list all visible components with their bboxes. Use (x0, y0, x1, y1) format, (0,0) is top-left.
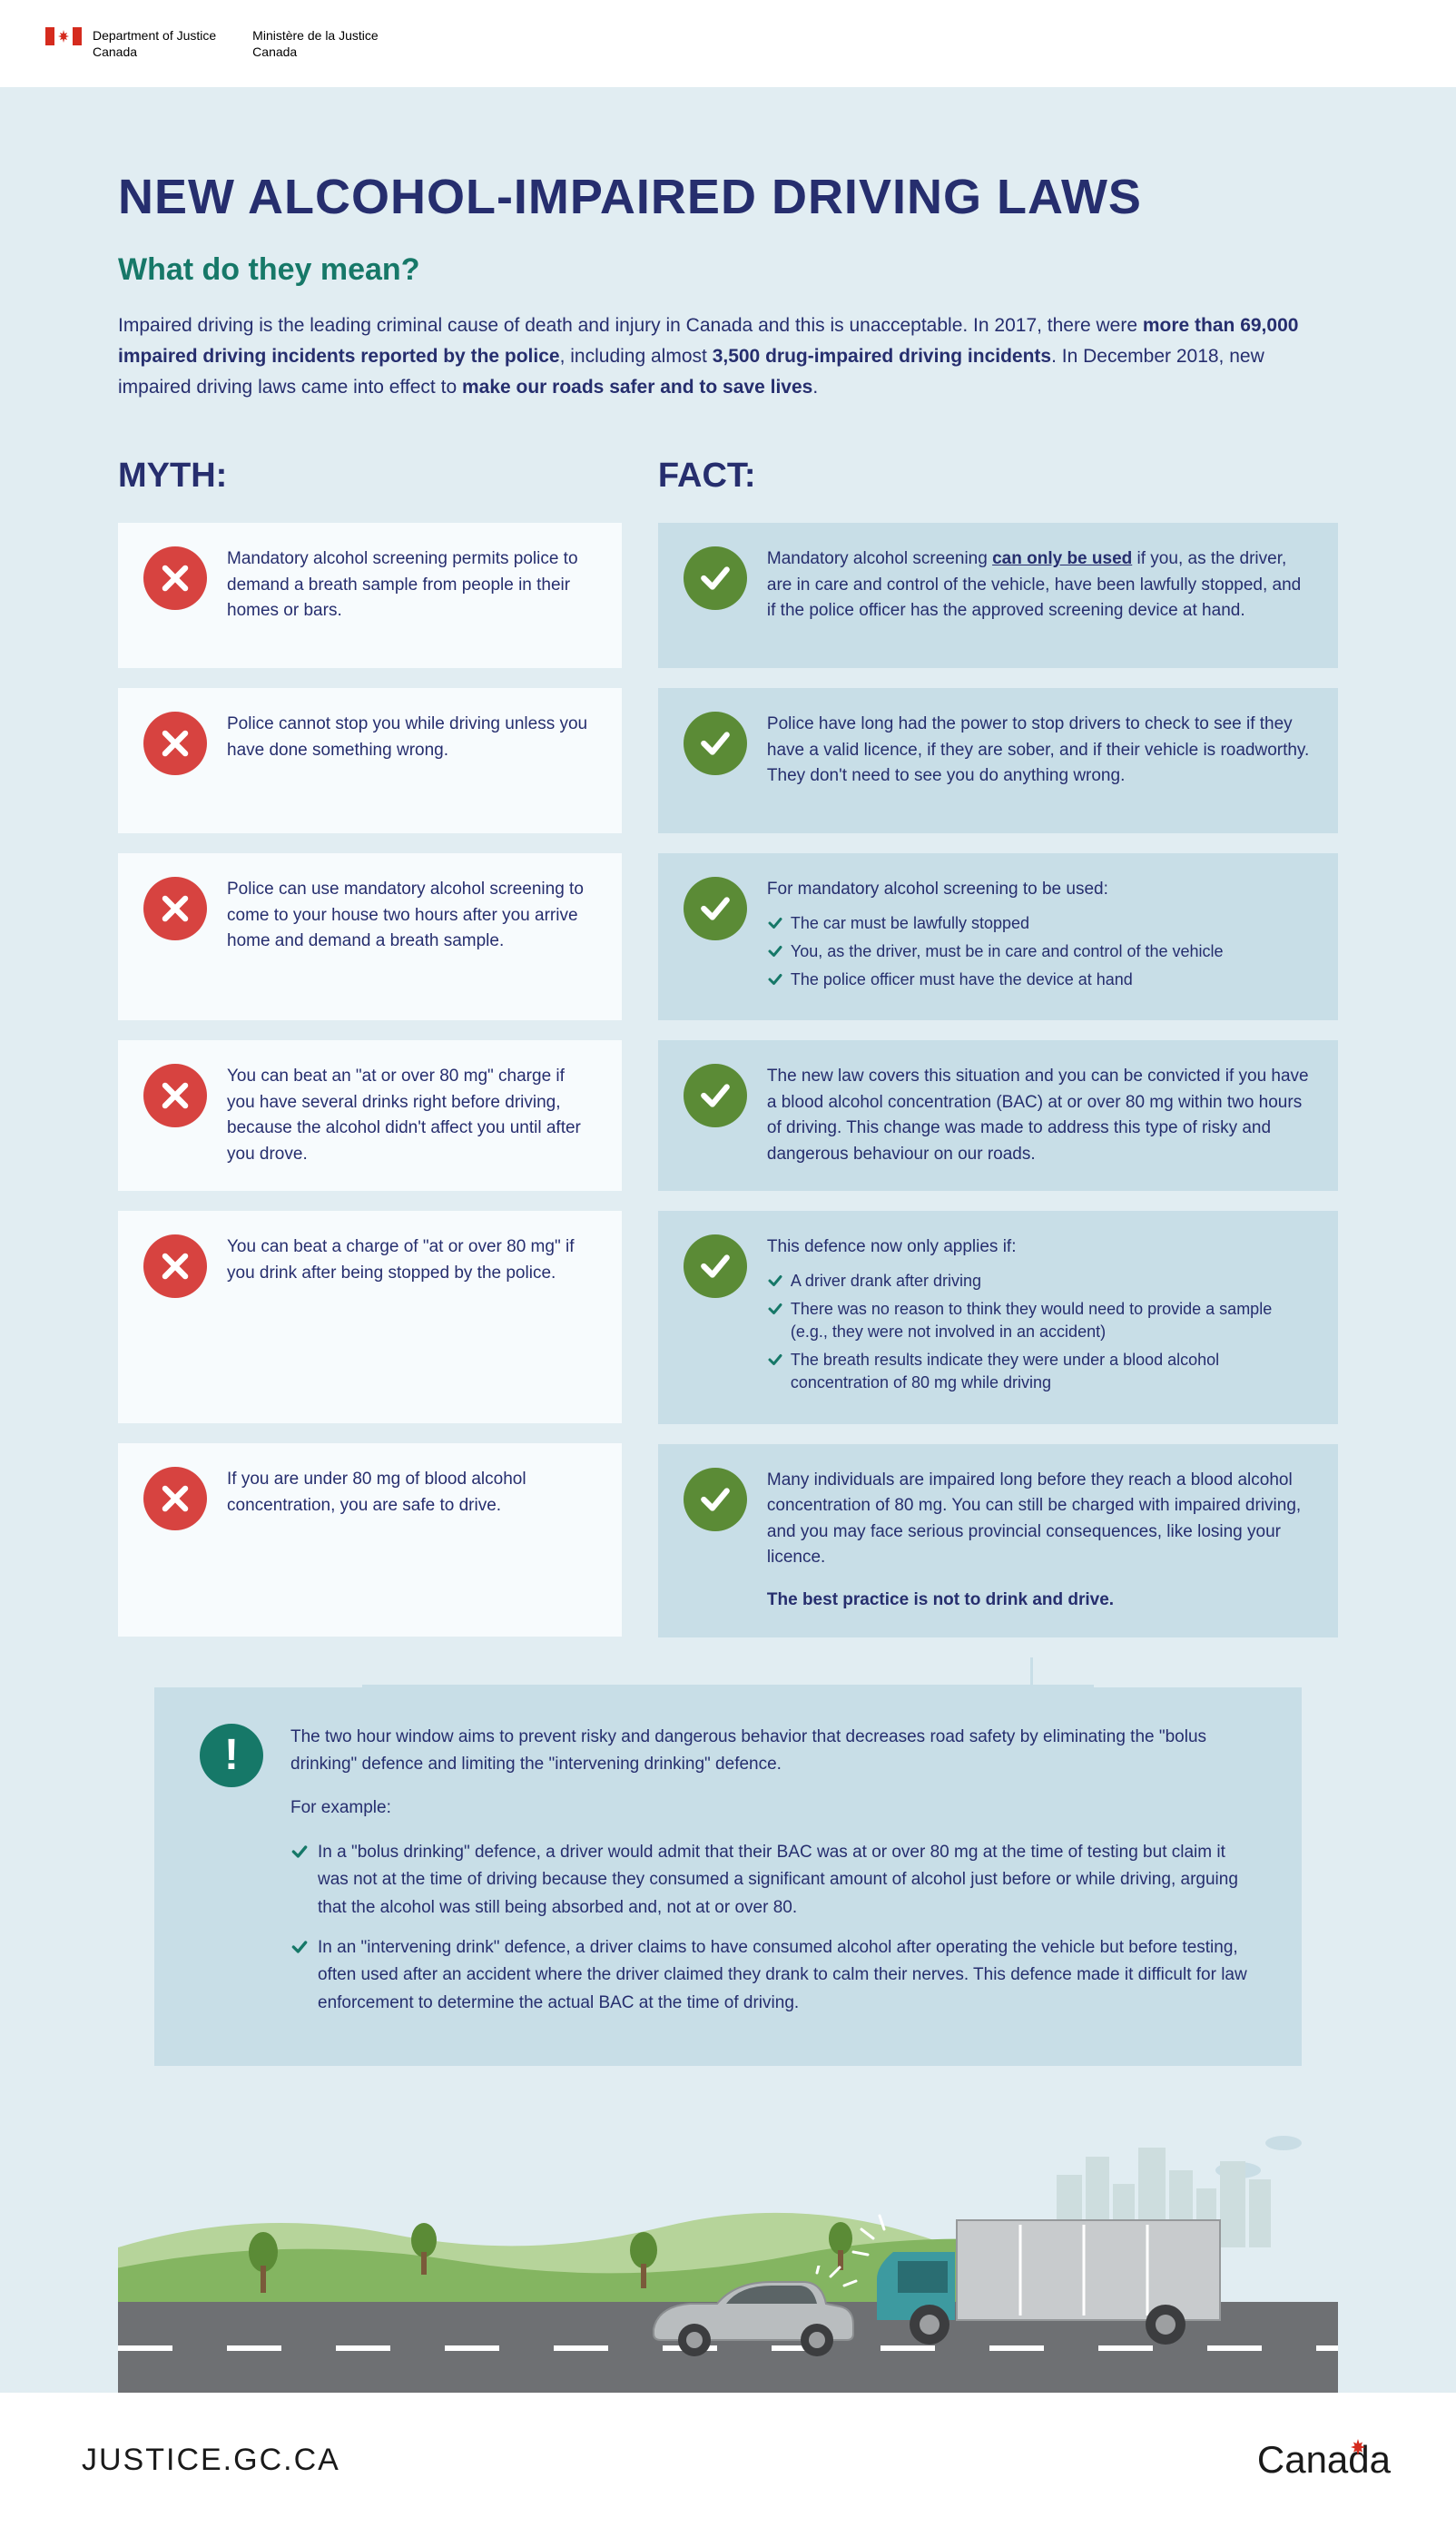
myth-card: Police cannot stop you while driving unl… (118, 688, 622, 833)
dept-en-block: Department of Justice Canada (45, 27, 216, 60)
connector-line (423, 1657, 1033, 1685)
x-icon (143, 877, 207, 940)
car-icon (626, 2266, 862, 2365)
myth-column: MYTH: Mandatory alcohol screening permit… (118, 457, 622, 1657)
myth-text: You can beat an "at or over 80 mg" charg… (227, 1064, 596, 1167)
fact-card: Mandatory alcohol screening can only be … (658, 523, 1338, 668)
myth-text: Police cannot stop you while driving unl… (227, 712, 596, 763)
myth-card: If you are under 80 mg of blood alcohol … (118, 1443, 622, 1637)
exclamation-icon: ! (200, 1724, 263, 1787)
check-icon (684, 1468, 747, 1531)
fact-heading: FACT: (658, 457, 1338, 496)
intro-paragraph: Impaired driving is the leading criminal… (118, 310, 1338, 402)
intro-t1: Impaired driving is the leading criminal… (118, 315, 1143, 336)
myth-fact-columns: MYTH: Mandatory alcohol screening permit… (118, 457, 1338, 1657)
tree-icon (245, 2229, 281, 2293)
fact-bullet: The breath results indicate they were un… (767, 1349, 1313, 1394)
check-icon (684, 877, 747, 940)
intro-t4: . (812, 377, 818, 398)
page-subtitle: What do they mean? (118, 252, 1338, 288)
myth-text: Police can use mandatory alcohol screeni… (227, 877, 596, 955)
info-box: ! The two hour window aims to prevent ri… (154, 1687, 1302, 2067)
myth-card: You can beat a charge of "at or over 80 … (118, 1211, 622, 1423)
fact-bullet: The police officer must have the device … (767, 969, 1224, 991)
intro-b2: 3,500 drug-impaired driving incidents (713, 346, 1051, 367)
fact-bullet: The car must be lawfully stopped (767, 912, 1224, 935)
fact-text: The new law covers this situation and yo… (767, 1064, 1313, 1167)
intro-t2: , including almost (560, 346, 713, 367)
dept-fr-block: Ministère de la Justice Canada (252, 27, 379, 60)
myth-card: Police can use mandatory alcohol screeni… (118, 853, 622, 1020)
fact-card: The new law covers this situation and yo… (658, 1040, 1338, 1191)
fact-bullet: There was no reason to think they would … (767, 1298, 1313, 1343)
dept-fr-text: Ministère de la Justice Canada (252, 27, 379, 60)
tree-icon (408, 2220, 440, 2275)
fact-card: This defence now only applies if:A drive… (658, 1211, 1338, 1423)
fact-bullet: You, as the driver, must be in care and … (767, 940, 1224, 963)
myth-card: You can beat an "at or over 80 mg" charg… (118, 1040, 622, 1191)
check-icon (684, 712, 747, 775)
x-icon (143, 1064, 207, 1127)
x-icon (143, 712, 207, 775)
myth-card: Mandatory alcohol screening permits poli… (118, 523, 622, 668)
road-scene-illustration (118, 2102, 1338, 2393)
canada-wordmark: Canada (1257, 2438, 1374, 2482)
truck-icon (848, 2202, 1229, 2356)
fact-text: Police have long had the power to stop d… (767, 712, 1313, 790)
x-icon (143, 546, 207, 610)
dept-en-text: Department of Justice Canada (93, 27, 216, 60)
myth-text: Mandatory alcohol screening permits poli… (227, 546, 596, 624)
fact-text: Mandatory alcohol screening can only be … (767, 546, 1313, 624)
maple-leaf-icon (1342, 2434, 1374, 2466)
fact-bullet: A driver drank after driving (767, 1270, 1313, 1293)
fact-card: For mandatory alcohol screening to be us… (658, 853, 1338, 1020)
myth-text: You can beat a charge of "at or over 80 … (227, 1234, 596, 1286)
gov-header: Department of Justice Canada Ministère d… (0, 0, 1456, 87)
fact-card: Many individuals are impaired long befor… (658, 1444, 1338, 1637)
footer-url: JUSTICE.GC.CA (82, 2443, 340, 2478)
check-icon (684, 1064, 747, 1127)
fact-card: Police have long had the power to stop d… (658, 688, 1338, 833)
info-example-label: For example: (290, 1794, 1256, 1822)
myth-text: If you are under 80 mg of blood alcohol … (227, 1467, 596, 1519)
myth-heading: MYTH: (118, 457, 622, 496)
check-icon (684, 1234, 747, 1298)
intro-b3: make our roads safer and to save lives (462, 377, 812, 398)
info-text: The two hour window aims to prevent risk… (290, 1724, 1256, 2030)
info-bullet: In an "intervening drink" defence, a dri… (290, 1934, 1256, 2017)
check-icon (684, 546, 747, 610)
fact-text: Many individuals are impaired long befor… (767, 1468, 1313, 1614)
footer: JUSTICE.GC.CA Canada (0, 2393, 1456, 2527)
fact-column: FACT: Mandatory alcohol screening can on… (658, 457, 1338, 1657)
info-lead: The two hour window aims to prevent risk… (290, 1724, 1256, 1779)
canada-flag-icon (45, 27, 82, 50)
page-title: NEW ALCOHOL-IMPAIRED DRIVING LAWS (118, 169, 1338, 225)
x-icon (143, 1467, 207, 1530)
x-icon (143, 1234, 207, 1298)
fact-text: For mandatory alcohol screening to be us… (767, 877, 1224, 997)
fact-text: This defence now only applies if:A drive… (767, 1234, 1313, 1400)
info-bullet: In a "bolus drinking" defence, a driver … (290, 1839, 1256, 1922)
main-content: NEW ALCOHOL-IMPAIRED DRIVING LAWS What d… (0, 87, 1456, 2393)
